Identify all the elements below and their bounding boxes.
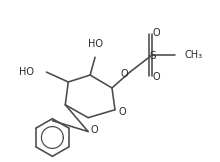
Text: O: O [153, 72, 161, 82]
Text: O: O [153, 28, 161, 38]
Text: O: O [90, 125, 98, 135]
Text: O: O [118, 107, 126, 117]
Text: HO: HO [88, 39, 103, 49]
Text: CH₃: CH₃ [185, 50, 203, 60]
Text: HO: HO [20, 67, 35, 77]
Text: O: O [120, 69, 128, 79]
Text: S: S [149, 51, 156, 61]
